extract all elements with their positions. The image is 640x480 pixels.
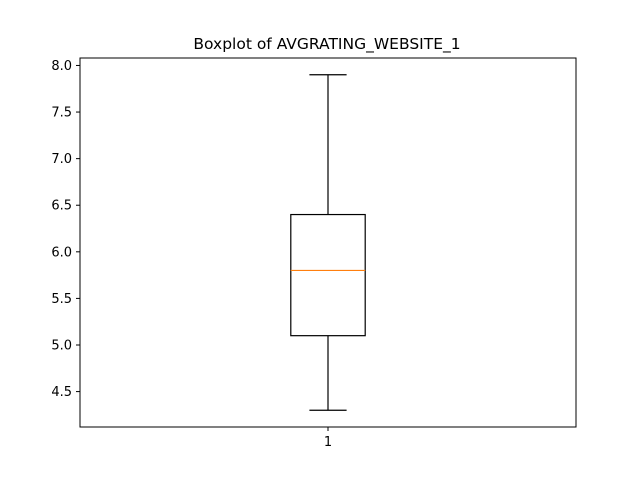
x-tick-label: 1	[324, 435, 332, 450]
y-tick-label: 8.0	[51, 59, 72, 74]
y-axis: 4.5 5.0 5.5 6.0 6.5 7.0 7.5 8.0	[51, 59, 80, 400]
y-tick-label: 5.5	[51, 292, 72, 307]
chart-title: Boxplot of AVGRATING_WEBSITE_1	[193, 35, 460, 54]
y-tick-label: 7.5	[51, 106, 72, 121]
y-tick-label: 5.0	[51, 339, 72, 354]
y-tick-label: 6.0	[51, 245, 72, 260]
iqr-box	[290, 213, 366, 337]
y-tick-label: 4.5	[51, 385, 72, 400]
y-tick-label: 6.5	[51, 199, 72, 214]
y-tick-label: 7.0	[51, 152, 72, 167]
plot-frame	[79, 57, 577, 428]
boxplot-series	[290, 74, 366, 411]
box-group	[290, 74, 366, 411]
x-axis: 1	[324, 427, 332, 450]
